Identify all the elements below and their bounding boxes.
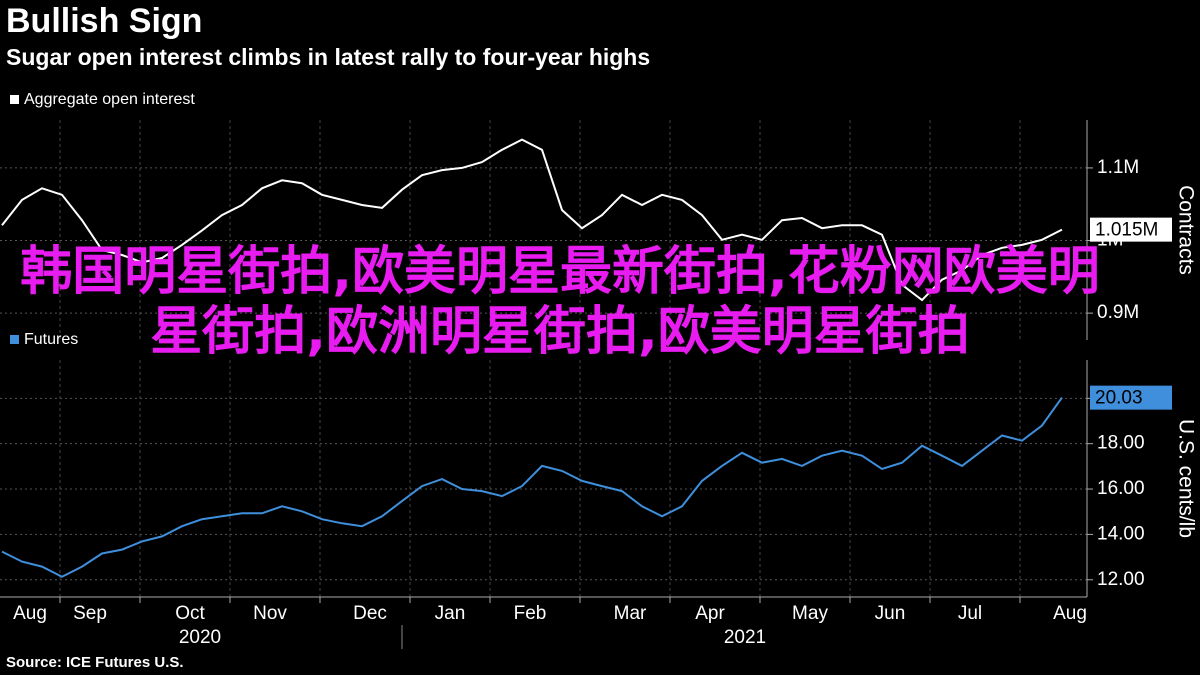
x-tick-label: Dec [353,603,387,624]
y-tick-label: 0.9M [1097,302,1139,323]
x-group-label: 2021 [724,627,766,648]
y-tick-label: 18.00 [1097,433,1145,454]
x-tick-label: Nov [253,603,287,624]
x-tick-label: Feb [514,603,547,624]
x-tick-label: Apr [695,603,725,624]
x-group-label: 2020 [179,627,221,648]
x-tick-label: Aug [13,603,47,624]
x-tick-label: Oct [175,603,205,624]
x-tick-label: Jul [958,603,982,624]
subtitle: Sugar open interest climbs in latest ral… [6,44,651,70]
legend-swatch [10,335,19,344]
overlay-text: 韩国明星街拍,欧美明星最新街拍,花粉网欧美明星街拍,欧洲明星街拍,欧美明星街拍 [20,242,1100,362]
line-series [1,397,1063,578]
y-axis-title: Contracts [1174,185,1197,275]
source: Source: ICE Futures U.S. [6,654,184,671]
x-tick-label: Jun [875,603,906,624]
last-value-text: 1.015M [1095,220,1158,241]
last-value-label: 20.03 [1090,385,1172,410]
y-tick-label: 12.00 [1097,569,1145,590]
title: Bullish Sign [6,2,203,40]
y-tick-label: 14.00 [1097,523,1145,544]
x-tick-label: Aug [1053,603,1087,624]
last-value-text: 20.03 [1095,388,1143,409]
last-value-box [1090,217,1172,242]
last-value-box [1090,385,1172,410]
y-tick-label: 1.1M [1097,157,1139,178]
line-series [1,138,1063,302]
legend-label: Aggregate open interest [24,91,195,108]
x-tick-label: Jan [435,603,466,624]
legend-label: Futures [24,331,78,348]
x-tick-label: Mar [614,603,647,624]
last-value-label: 1.015M [1090,217,1172,242]
y-axis-title: U.S. cents/lb [1174,419,1197,538]
x-tick-label: May [792,603,828,624]
x-tick-label: Sep [73,603,107,624]
y-tick-label: 16.00 [1097,478,1145,499]
legend-swatch [10,95,19,104]
